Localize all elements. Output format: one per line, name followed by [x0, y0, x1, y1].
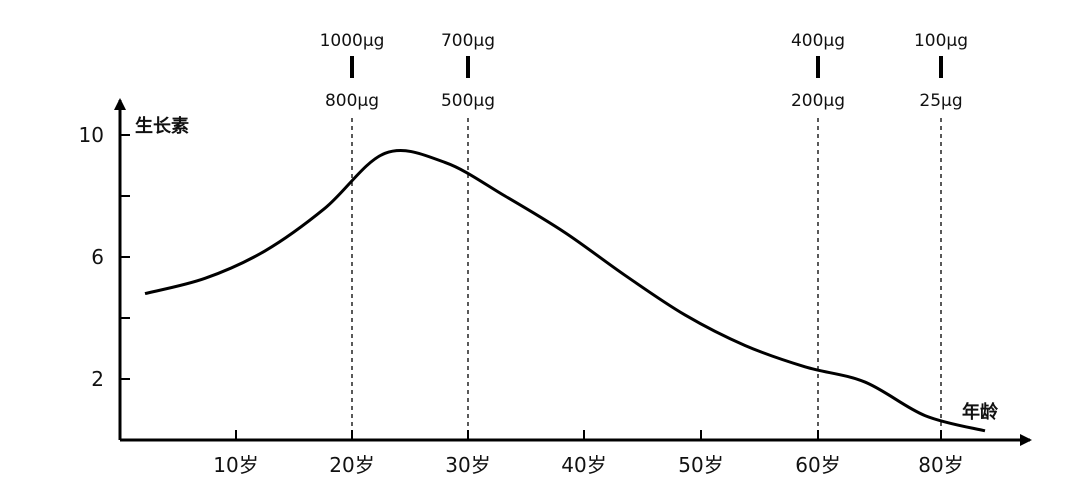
marker-top-label: 1000μg: [320, 31, 385, 51]
marker-bottom-label: 800μg: [325, 91, 379, 111]
marker-top-label: 700μg: [441, 31, 495, 51]
x-tick-label: 10岁: [213, 453, 258, 477]
x-tick-label: 40岁: [561, 453, 606, 477]
x-tick-label: 20岁: [329, 453, 374, 477]
growth-hormone-curve: [144, 149, 986, 433]
x-tick-label: 80岁: [918, 453, 963, 477]
x-tick-label: 30岁: [445, 453, 490, 477]
x-ticks: 10岁 20岁 30岁 40岁 50岁 60岁 80岁: [213, 430, 964, 477]
y-ticks: 2 6 10: [79, 123, 130, 391]
y-axis-title: 生长素: [135, 115, 189, 137]
marker-top-label: 400μg: [791, 31, 845, 51]
x-axis-title: 年龄: [962, 401, 999, 423]
y-tick-label: 2: [91, 367, 104, 391]
marker-top-label: 100μg: [914, 31, 968, 51]
x-tick-label: 50岁: [678, 453, 723, 477]
y-tick-label: 10: [79, 123, 104, 147]
x-tick-label: 60岁: [795, 453, 840, 477]
y-tick-label: 6: [91, 245, 104, 269]
dose-markers: 1000μg 800μg 700μg 500μg 400μg 200μg 100μg 25μg: [320, 31, 968, 436]
marker-bottom-label: 25μg: [919, 91, 962, 111]
marker-bottom-label: 500μg: [441, 91, 495, 111]
marker-bottom-label: 200μg: [791, 91, 845, 111]
